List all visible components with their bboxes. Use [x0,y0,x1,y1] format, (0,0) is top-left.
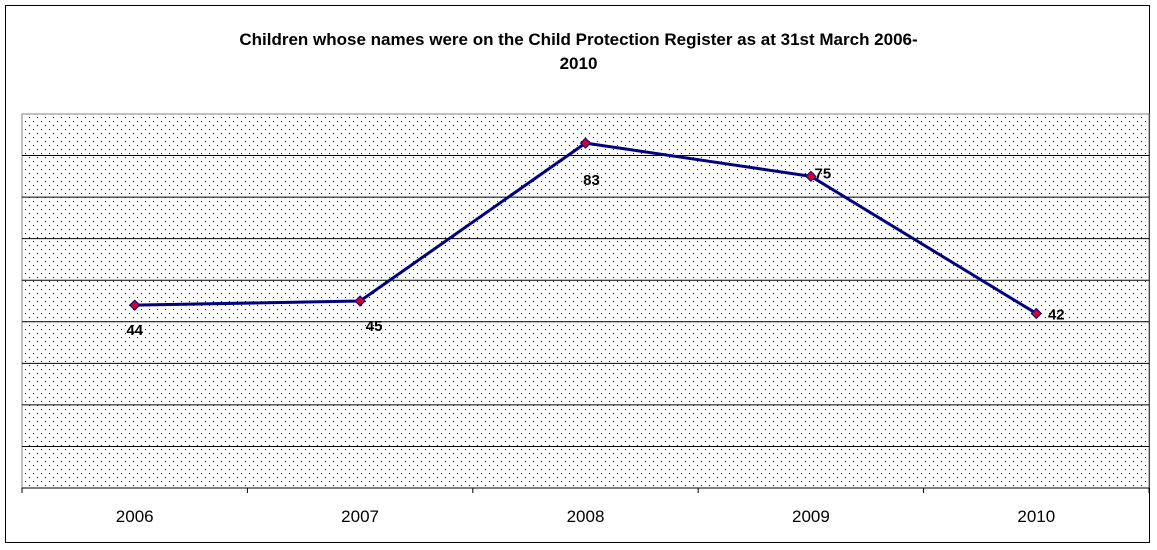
chart-title: Children whose names were on the Child P… [0,28,1157,76]
plot-area [21,113,1150,489]
x-tick-label: 2009 [792,507,830,526]
data-labels: 44 45 83 75 42 [126,165,1064,339]
data-label: 45 [366,318,383,335]
data-label: 75 [815,165,832,182]
x-tick-label: 2008 [567,507,605,526]
x-tick-label: 2007 [341,507,379,526]
chart-title-line-1: Children whose names were on the Child P… [239,30,918,49]
data-point [579,137,592,149]
data-label: 44 [126,322,143,339]
data-point [805,170,817,183]
chart-title-line-2: 2010 [559,54,598,73]
data-point [1030,307,1043,320]
data-point [128,299,141,311]
data-point [354,295,366,307]
series [128,137,1043,320]
data-label: 83 [583,172,600,189]
x-tick-label: 2006 [116,507,154,526]
x-axis: 2006 2007 2008 2009 2010 [21,487,1150,526]
x-tick-label: 2010 [1017,507,1055,526]
data-label: 42 [1048,306,1065,323]
gridlines [22,155,1149,447]
